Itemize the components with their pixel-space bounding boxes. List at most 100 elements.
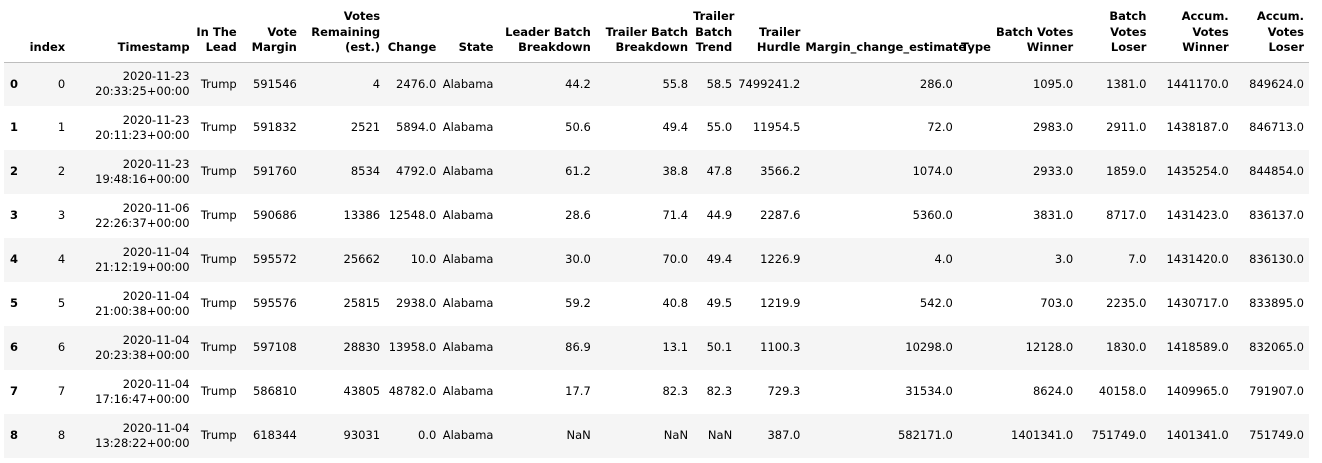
- cell-trailer_trend: 49.5: [706, 296, 733, 311]
- column-header-label: Margin_change_estimate: [805, 40, 967, 54]
- cell-change: 2938.0: [396, 296, 437, 311]
- column-header-label: Timestamp: [117, 40, 190, 54]
- column-header-label: Remaining: [311, 24, 381, 39]
- cell-accum_winner: 1438187.0: [1166, 120, 1229, 135]
- timestamp-time: 21:00:38+00:00: [95, 304, 190, 318]
- cell-timestamp: 2020-11-04 13:28:22+00:00: [70, 414, 194, 458]
- timestamp-date: 2020-11-04: [122, 420, 190, 435]
- timestamp-date: 2020-11-04: [122, 376, 190, 391]
- cell-timestamp: 2020-11-04 21:00:38+00:00: [70, 282, 194, 326]
- column-header-accum_winner: Accum. Votes Winner: [1151, 0, 1234, 63]
- cell-trailer_batch: 82.3: [662, 384, 689, 399]
- table-row: 3 3 2020-11-06 22:26:37+00:00 Trump 590686 133…: [4, 194, 1309, 238]
- cell-margin_change: 4.0: [934, 252, 953, 267]
- cell-type: [958, 106, 996, 150]
- column-header-margin_change: Margin_change_estimate: [805, 0, 967, 63]
- cell-trailer_trend: NaN: [707, 428, 733, 443]
- cell-margin_change: 10298.0: [905, 340, 953, 355]
- cell-type: [958, 194, 996, 238]
- cell-change: 10.0: [410, 252, 437, 267]
- column-header-label: Margin: [251, 40, 297, 54]
- cell-index: 5: [57, 296, 66, 311]
- cell-remaining: 25662: [343, 252, 381, 267]
- cell-leader_batch: 17.7: [565, 384, 591, 399]
- column-header-label: Accum.: [1256, 9, 1304, 23]
- row-index-label: 4: [10, 252, 19, 267]
- cell-batch_winner: 12128.0: [1025, 340, 1074, 355]
- column-header-trailer_hurdle: Trailer Hurdle: [737, 0, 806, 63]
- cell-remaining: 8534: [350, 164, 381, 179]
- cell-lead: Trump: [200, 340, 237, 355]
- column-header-type: Type: [957, 0, 996, 63]
- cell-trailer_trend: 49.4: [706, 252, 733, 267]
- timestamp-date: 2020-11-06: [122, 200, 190, 215]
- cell-batch_winner: 1401341.0: [1011, 428, 1074, 443]
- timestamp-time: 20:23:38+00:00: [95, 348, 190, 362]
- cell-index: 4: [57, 252, 66, 267]
- cell-change: 13958.0: [388, 340, 437, 355]
- row-index-label: 6: [10, 340, 19, 355]
- table-row: 1 1 2020-11-23 20:11:23+00:00 Trump 591832 252…: [4, 106, 1309, 150]
- column-header-label: Votes: [1192, 24, 1229, 39]
- cell-remaining: 25815: [343, 296, 381, 311]
- cell-leader_batch: 50.6: [565, 120, 591, 135]
- cell-remaining: 28830: [343, 340, 381, 355]
- cell-type: [958, 282, 996, 326]
- column-header-leader_batch: Leader Batch Breakdown: [498, 0, 596, 63]
- column-header-trailer_trend: Trailer Batch Trend: [693, 0, 738, 63]
- table-header: index Timestamp In The Lead Vote Margin Votes R…: [4, 0, 1309, 63]
- column-header-label: Lead: [205, 40, 237, 54]
- column-header-label: In The: [196, 24, 237, 39]
- column-header-label: Trailer: [693, 9, 735, 23]
- cell-margin: 595572: [252, 252, 297, 267]
- cell-leader_batch: 30.0: [565, 252, 591, 267]
- cell-trailer_trend: 44.9: [706, 208, 733, 223]
- cell-batch_winner: 2983.0: [1032, 120, 1074, 135]
- cell-trailer_batch: 71.4: [662, 208, 689, 223]
- column-header-accum_loser: Accum. Votes Loser: [1233, 0, 1309, 63]
- cell-accum_loser: 833895.0: [1249, 296, 1304, 311]
- row-index-label: 3: [10, 208, 19, 223]
- cell-index: 7: [57, 384, 66, 399]
- column-header-change: Change: [385, 0, 442, 63]
- cell-trailer_trend: 50.1: [706, 340, 733, 355]
- cell-batch_loser: 1381.0: [1106, 76, 1147, 91]
- cell-batch_winner: 3831.0: [1032, 208, 1074, 223]
- column-header-label: Batch Votes: [995, 24, 1074, 39]
- column-header-margin: Vote Margin: [241, 0, 302, 63]
- row-index-label: 7: [10, 384, 19, 399]
- cell-batch_loser: 40158.0: [1098, 384, 1147, 399]
- cell-index: 2: [57, 164, 66, 179]
- column-header-label: Winner: [1182, 40, 1229, 54]
- cell-accum_winner: 1431420.0: [1166, 252, 1229, 267]
- cell-index: 8: [57, 428, 66, 443]
- cell-lead: Trump: [200, 296, 237, 311]
- cell-trailer_hurdle: 1100.3: [760, 340, 801, 355]
- cell-batch_winner: 703.0: [1040, 296, 1074, 311]
- column-header-label: Type: [960, 40, 991, 54]
- cell-margin_change: 72.0: [927, 120, 953, 135]
- table-body: 0 0 2020-11-23 20:33:25+00:00 Trump 591546 4 24…: [4, 62, 1309, 458]
- cell-lead: Trump: [200, 76, 237, 91]
- cell-margin: 591546: [252, 76, 297, 91]
- timestamp-time: 19:48:16+00:00: [95, 172, 190, 186]
- cell-change: 5894.0: [396, 120, 437, 135]
- cell-lead: Trump: [200, 164, 237, 179]
- column-header-label: Breakdown: [615, 40, 689, 54]
- cell-trailer_batch: NaN: [663, 428, 689, 443]
- cell-accum_loser: 849624.0: [1249, 76, 1304, 91]
- cell-accum_winner: 1431423.0: [1166, 208, 1229, 223]
- cell-timestamp: 2020-11-04 21:12:19+00:00: [70, 238, 194, 282]
- cell-state: Alabama: [442, 296, 494, 311]
- cell-margin: 591832: [252, 120, 297, 135]
- cell-remaining: 93031: [343, 428, 381, 443]
- row-index-label: 1: [10, 120, 19, 135]
- cell-remaining: 43805: [343, 384, 381, 399]
- timestamp-date: 2020-11-04: [122, 288, 190, 303]
- table-row: 8 8 2020-11-04 13:28:22+00:00 Trump 618344 930…: [4, 414, 1309, 458]
- cell-accum_winner: 1435254.0: [1166, 164, 1229, 179]
- cell-state: Alabama: [442, 120, 494, 135]
- cell-margin_change: 582171.0: [897, 428, 953, 443]
- cell-trailer_hurdle: 387.0: [767, 428, 801, 443]
- cell-accum_loser: 832065.0: [1249, 340, 1304, 355]
